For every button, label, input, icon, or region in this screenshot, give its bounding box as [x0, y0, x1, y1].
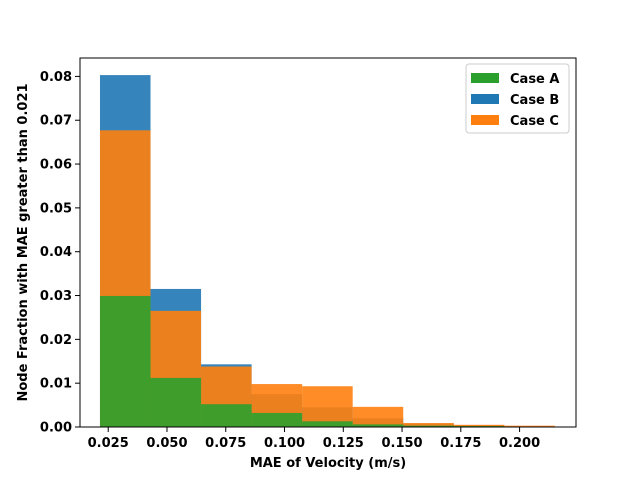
histogram-bar-case-a-1	[150, 377, 202, 427]
y-tick-label: 0.04	[40, 245, 72, 260]
x-tick-label: 0.200	[499, 436, 540, 451]
histogram-bar-case-c-4	[302, 386, 353, 427]
histogram-bar-case-a-4	[302, 421, 353, 427]
x-tick-label: 0.100	[264, 436, 305, 451]
histogram-bar-case-c-8	[504, 425, 555, 427]
y-axis-label: Node Fraction with MAE greater than 0.02…	[16, 83, 31, 401]
legend-label-case-a: Case A	[510, 72, 559, 87]
histogram-bar-case-a-2	[201, 404, 252, 427]
legend-swatch-case-b	[471, 94, 499, 104]
legend-label-case-b: Case B	[510, 93, 559, 108]
y-tick-label: 0.07	[40, 114, 72, 129]
y-tick-label: 0.00	[40, 421, 72, 436]
y-tick-label: 0.01	[40, 377, 72, 392]
x-tick-label: 0.150	[381, 436, 422, 451]
x-axis-ticks: 0.025 0.050 0.075 0.100 0.125 0.150 0.175 0.200	[88, 427, 540, 451]
legend-label-case-c: Case C	[510, 114, 559, 129]
legend-swatch-case-a	[471, 73, 499, 83]
y-axis-ticks: 0.00 0.01 0.02 0.03 0.04 0.05 0.06 0.07 0.08	[40, 70, 80, 436]
x-tick-label: 0.075	[205, 436, 246, 451]
histogram-bar-case-a-6	[403, 425, 454, 427]
x-tick-label: 0.175	[440, 436, 481, 451]
legend: Case A Case B Case C	[465, 63, 570, 134]
histogram-bar-case-a-3	[251, 412, 303, 427]
histogram-bar-case-c-5	[352, 406, 404, 427]
histogram-bar-case-a-5	[352, 424, 404, 427]
x-axis-label: MAE of Velocity (m/s)	[250, 456, 406, 471]
x-tick-label: 0.050	[146, 436, 187, 451]
y-tick-label: 0.08	[40, 70, 72, 85]
y-tick-label: 0.05	[40, 201, 72, 216]
y-tick-label: 0.03	[40, 289, 72, 304]
histogram-bar-case-c-6	[403, 423, 454, 427]
histogram-bar-case-a-0	[99, 295, 151, 427]
histogram-bar-case-c-7	[453, 424, 505, 427]
legend-swatch-case-c	[471, 115, 499, 125]
x-tick-label: 0.125	[323, 436, 364, 451]
y-tick-label: 0.02	[40, 333, 72, 348]
bars-layer	[99, 75, 555, 428]
y-tick-label: 0.06	[40, 158, 72, 173]
plot-frame	[79, 57, 577, 428]
x-tick-label: 0.025	[88, 436, 129, 451]
